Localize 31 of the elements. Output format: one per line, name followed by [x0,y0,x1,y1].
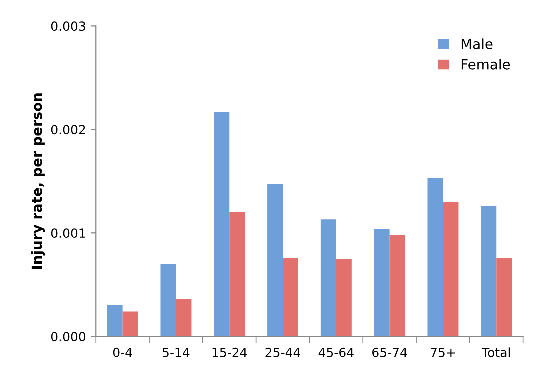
bar [268,184,284,337]
bar [176,299,192,337]
x-tick-label: 5-14 [163,348,190,358]
bar [443,202,459,337]
bar [390,235,406,337]
y-axis-title: Injury rate, per person [32,94,46,270]
bar [320,220,336,337]
y-tick-label: 0.000 [51,332,86,342]
bar [374,228,390,337]
bar [283,258,299,337]
x-tick-label: 75+ [431,348,456,358]
bar [214,112,230,337]
bar [481,206,497,337]
x-tick-label: 45-64 [318,348,354,358]
bar [230,212,246,337]
y-tick-label: 0.002 [51,125,86,135]
legend-label: Female [462,59,510,70]
bar [428,178,444,337]
legend-label: Male [462,38,493,50]
y-tick-label: 0.001 [51,228,86,238]
bar [160,264,176,337]
x-tick-label: 0-4 [113,348,132,358]
bar [122,312,138,337]
y-tick-label: 0.003 [51,22,86,32]
bar [496,258,512,337]
x-tick-label: 25-44 [266,348,300,358]
x-tick-label: 65-74 [372,348,408,358]
x-tick-label: Total [482,348,510,358]
x-tick-label: 15-24 [212,348,248,358]
bar [336,258,352,337]
bar [107,306,123,337]
